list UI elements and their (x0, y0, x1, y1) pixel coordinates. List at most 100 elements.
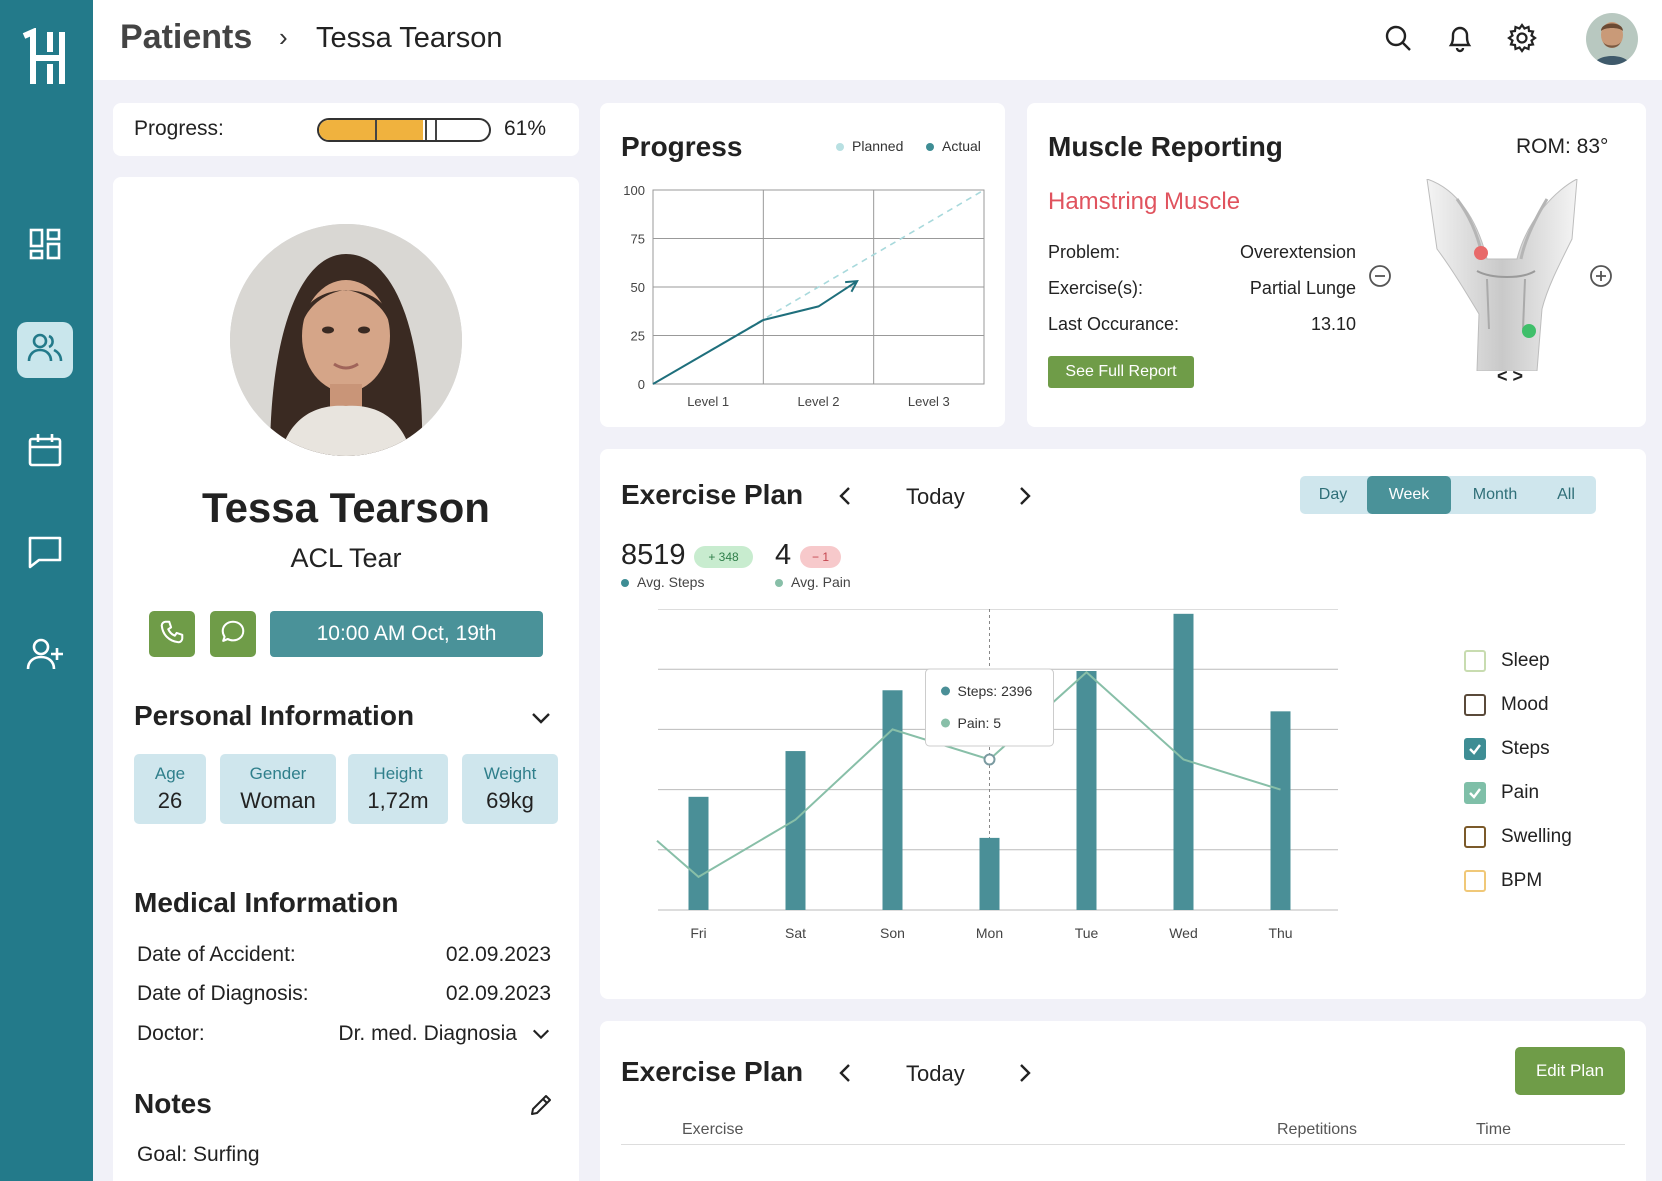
exercise-plan-title: Exercise Plan (621, 479, 804, 510)
pain-delta-badge: − 1 (800, 546, 841, 568)
muscle-label: Exercise(s): (1048, 278, 1144, 298)
steps-bar (1173, 613, 1194, 910)
checkbox[interactable] (1464, 738, 1486, 760)
column-header-exercise[interactable]: Exercise (682, 1121, 744, 1138)
chevron-right-icon[interactable] (1013, 1062, 1035, 1084)
nav-dashboard[interactable] (17, 218, 73, 274)
info-gender: Gender Woman (220, 754, 336, 824)
medical-value: 02.09.2023 (445, 982, 551, 1005)
info-age-value: 26 (157, 788, 183, 813)
metric-filter-swelling[interactable]: Swelling (1464, 826, 1572, 848)
series-line-planned (652, 189, 985, 385)
checkbox[interactable] (1464, 650, 1486, 672)
series-arrowhead (845, 280, 859, 293)
nav-calendar[interactable] (17, 424, 73, 480)
tab-week[interactable]: Week (1367, 476, 1451, 514)
period-label: Today (906, 484, 965, 509)
steps-bar (979, 837, 1000, 910)
metric-filter-label: Pain (1501, 782, 1540, 803)
y-tick-label: 50 (631, 280, 645, 295)
x-tick-label: Wed (1169, 925, 1198, 941)
breadcrumb-patients[interactable]: Patients (120, 18, 253, 56)
knee-nav[interactable]: < > (1497, 366, 1524, 386)
series-line-actual (652, 280, 858, 385)
appointment-button[interactable]: 10:00 AM Oct, 19th (270, 611, 543, 657)
chevron-left-icon[interactable] (835, 485, 857, 507)
metric-filter-pain[interactable]: Pain (1464, 782, 1539, 804)
nav-chat[interactable] (17, 526, 73, 582)
doctor-value: Dr. med. Diagnosia (338, 1022, 517, 1045)
avg-steps-label: Avg. Steps (621, 574, 704, 590)
calendar-icon (25, 430, 65, 475)
legend-actual: Actual (926, 138, 981, 154)
pencil-icon[interactable] (528, 1092, 554, 1118)
add-user-icon (25, 634, 65, 679)
nav-patients[interactable] (17, 322, 73, 378)
metric-filter-mood[interactable]: Mood (1464, 694, 1549, 716)
y-tick-label: 100 (623, 183, 645, 198)
chevron-left-icon[interactable] (835, 1062, 857, 1084)
muscle-card: Muscle Reporting ROM: 83° Hamstring Musc… (1027, 103, 1646, 427)
column-header-repetitions[interactable]: Repetitions (1277, 1121, 1358, 1138)
tab-month[interactable]: Month (1472, 486, 1518, 503)
patient-card: Tessa Tearson ACL Tear 10:00 AM Oct, 19t… (113, 177, 579, 1181)
breadcrumb-separator: › (279, 22, 288, 52)
x-tick-label: Fri (690, 925, 706, 941)
chevron-down-icon[interactable] (531, 1024, 551, 1050)
exercise-plan-card: Exercise Plan Today Day Week Month All 8… (600, 449, 1646, 999)
metric-filter-bpm[interactable]: BPM (1464, 870, 1542, 892)
tab-day[interactable]: Day (1318, 486, 1348, 503)
metric-filter-steps[interactable]: Steps (1464, 738, 1550, 760)
see-full-report-button[interactable]: See Full Report (1048, 356, 1194, 388)
metric-filter-sleep[interactable]: Sleep (1464, 650, 1550, 672)
call-button[interactable] (149, 611, 195, 657)
metric-filter-label: Swelling (1501, 826, 1572, 847)
patient-photo (230, 224, 462, 456)
muscle-value: Partial Lunge (1249, 278, 1356, 298)
steps-bar (882, 690, 903, 910)
chevron-down-icon[interactable] (530, 707, 552, 729)
info-height-label: Height (373, 764, 423, 783)
y-tick-label: 25 (631, 329, 645, 344)
progress-chart-title: Progress (621, 131, 743, 162)
tab-all[interactable]: All (1557, 486, 1575, 503)
edit-plan-button[interactable]: Edit Plan (1515, 1047, 1625, 1095)
legend-planned-label: Planned (852, 138, 904, 154)
bell-icon[interactable] (1442, 20, 1478, 56)
medical-info-title: Medical Information (134, 887, 399, 918)
checkbox[interactable] (1464, 782, 1486, 804)
avg-steps-text: Avg. Steps (637, 574, 705, 590)
zoom-in-icon[interactable] (1589, 264, 1613, 288)
info-gender-value: Woman (240, 788, 316, 813)
medical-value: 02.09.2023 (445, 943, 551, 966)
logo-icon[interactable] (20, 27, 72, 88)
checkbox[interactable] (1464, 870, 1486, 892)
chevron-right-icon[interactable] (1013, 485, 1035, 507)
medical-label: Date of Diagnosis: (137, 982, 309, 1005)
checkbox[interactable] (1464, 826, 1486, 848)
info-gender-label: Gender (249, 764, 307, 783)
progress-label: Progress: (134, 117, 224, 140)
medical-label: Doctor: (137, 1022, 205, 1045)
x-tick-label: Mon (976, 925, 1003, 941)
metric-filter-label: BPM (1501, 870, 1543, 891)
chat-icon (25, 532, 65, 577)
user-avatar[interactable] (1586, 13, 1638, 65)
notes-goal: Goal: Surfing (137, 1143, 260, 1166)
nav-add-user[interactable] (17, 628, 73, 684)
search-icon[interactable] (1380, 20, 1416, 56)
gear-icon[interactable] (1504, 20, 1540, 56)
avg-pain-text: Avg. Pain (791, 574, 851, 590)
checkbox[interactable] (1464, 694, 1486, 716)
column-header-time[interactable]: Time (1476, 1121, 1511, 1138)
patient-name: Tessa Tearson (202, 484, 490, 531)
info-age-label: Age (154, 764, 186, 783)
knee-illustration (1417, 178, 1582, 372)
zoom-out-icon[interactable] (1368, 264, 1392, 288)
tooltip-steps-dot (941, 686, 950, 696)
metric-filter-label: Sleep (1501, 650, 1550, 671)
x-tick-label: Sat (785, 925, 806, 941)
message-button[interactable] (210, 611, 256, 657)
period-label: Today (906, 1061, 965, 1086)
muscle-title: Muscle Reporting (1048, 131, 1283, 162)
